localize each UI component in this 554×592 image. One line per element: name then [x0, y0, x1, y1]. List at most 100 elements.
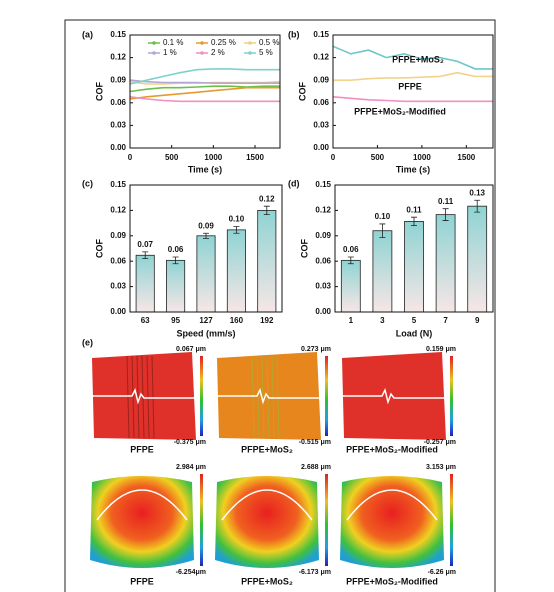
panel-label: (a)	[82, 29, 93, 39]
y-tick-label: 0.06	[110, 98, 126, 107]
x-tick-label: 5	[412, 316, 417, 325]
y-tick-label: 0.15	[110, 30, 126, 39]
x-tick-label: 500	[371, 153, 385, 162]
scale-max: 3.153 μm	[426, 464, 456, 471]
series-label: PFPE	[398, 81, 422, 91]
legend-marker	[200, 41, 204, 45]
legend-label: 0.25 %	[211, 38, 236, 47]
image-name: PFPE	[130, 576, 154, 586]
x-tick-label: 63	[141, 316, 150, 325]
y-axis-title: COF	[94, 82, 104, 102]
y-tick-label: 0.12	[110, 53, 126, 62]
x-axis-title: Speed (mm/s)	[176, 328, 235, 338]
bar	[227, 230, 245, 312]
series-line	[333, 97, 493, 102]
value-label: 0.06	[343, 245, 359, 254]
scale-max: 0.273 μm	[301, 346, 331, 353]
legend-label: 5 %	[259, 48, 273, 57]
y-tick-label: 0.12	[313, 53, 329, 62]
scale-max: 0.159 μm	[426, 346, 456, 353]
value-label: 0.11	[406, 205, 422, 214]
color-bar	[200, 356, 203, 436]
y-tick-label: 0.09	[315, 231, 331, 240]
legend-marker	[152, 41, 156, 45]
x-axis-title: Load (N)	[396, 328, 433, 338]
value-label: 0.10	[375, 212, 391, 221]
y-tick-label: 0.03	[313, 121, 329, 130]
panel-label: (c)	[82, 178, 93, 188]
value-label: 0.09	[198, 221, 214, 230]
y-tick-label: 0.12	[315, 206, 331, 215]
y-tick-label: 0.03	[110, 121, 126, 130]
color-bar	[325, 356, 328, 436]
bar	[405, 221, 424, 312]
color-bar	[450, 356, 453, 436]
bar	[166, 260, 184, 312]
y-tick-label: 0.00	[315, 307, 331, 316]
panel-label: (b)	[288, 29, 300, 39]
legend-label: 0.5 %	[259, 38, 279, 47]
panel-label: (e)	[82, 337, 93, 347]
y-axis-title: COF	[94, 239, 104, 259]
scale-min: -0.375 μm	[174, 439, 206, 446]
figure: (a) COF Time (s) 0.00 0.03 0.06 0.09 0.12 0.15 0 5…	[0, 0, 554, 592]
scale-max: 2.984 μm	[176, 464, 206, 471]
y-tick-label: 0.15	[110, 180, 126, 189]
value-label: 0.06	[168, 245, 184, 254]
y-tick-label: 0.06	[313, 98, 329, 107]
y-tick-label: 0.09	[313, 75, 329, 84]
x-tick-label: 1500	[246, 153, 264, 162]
y-tick-label: 0.03	[110, 282, 126, 291]
color-bar	[200, 474, 203, 566]
scale-min: -6.254μm	[176, 569, 206, 576]
value-label: 0.13	[469, 188, 485, 197]
value-label: 0.12	[259, 194, 275, 203]
bar	[197, 236, 215, 312]
y-tick-label: 0.15	[313, 30, 329, 39]
value-label: 0.11	[438, 197, 454, 206]
y-tick-label: 0.00	[110, 143, 126, 152]
y-axis-title: COF	[299, 239, 309, 259]
x-axis-title: Time (s)	[188, 164, 222, 174]
scale-min: -0.515 μm	[299, 439, 331, 446]
series-label: PFPE+MoS₂-Modified	[354, 106, 446, 116]
x-tick-label: 1	[349, 316, 354, 325]
image-name: PFPE+MoS₂-Modified	[346, 576, 438, 586]
bar	[373, 231, 392, 312]
y-tick-label: 0.03	[315, 282, 331, 291]
x-tick-label: 1000	[204, 153, 222, 162]
x-tick-label: 127	[199, 316, 213, 325]
x-tick-label: 192	[260, 316, 274, 325]
scale-min: -6.26 μm	[428, 569, 456, 576]
legend-marker	[152, 51, 156, 55]
x-tick-label: 0	[128, 153, 133, 162]
y-tick-label: 0.00	[313, 143, 329, 152]
color-bar	[325, 474, 328, 566]
image-name: PFPE+MoS₂	[241, 444, 293, 454]
x-tick-label: 1500	[457, 153, 475, 162]
y-axis-title: COF	[297, 82, 307, 102]
x-tick-label: 3	[380, 316, 385, 325]
scale-min: -6.173 μm	[299, 569, 331, 576]
y-tick-label: 0.09	[110, 75, 126, 84]
scale-max: 0.067 μm	[176, 346, 206, 353]
y-tick-label: 0.09	[110, 231, 126, 240]
x-tick-label: 0	[331, 153, 336, 162]
x-tick-label: 1000	[413, 153, 431, 162]
x-tick-label: 7	[443, 316, 448, 325]
value-label: 0.07	[137, 240, 153, 249]
legend-marker	[248, 51, 252, 55]
x-tick-label: 95	[171, 316, 180, 325]
legend-marker	[200, 51, 204, 55]
x-axis-title: Time (s)	[396, 164, 430, 174]
legend-marker	[248, 41, 252, 45]
series-line	[130, 97, 280, 102]
bar	[436, 215, 455, 312]
y-tick-label: 0.06	[315, 256, 331, 265]
image-name: PFPE+MoS₂	[241, 576, 293, 586]
legend-label: 0.1 %	[163, 38, 183, 47]
bar	[468, 206, 487, 312]
bar	[258, 210, 276, 312]
x-tick-label: 500	[165, 153, 179, 162]
image-name: PFPE	[130, 444, 154, 454]
